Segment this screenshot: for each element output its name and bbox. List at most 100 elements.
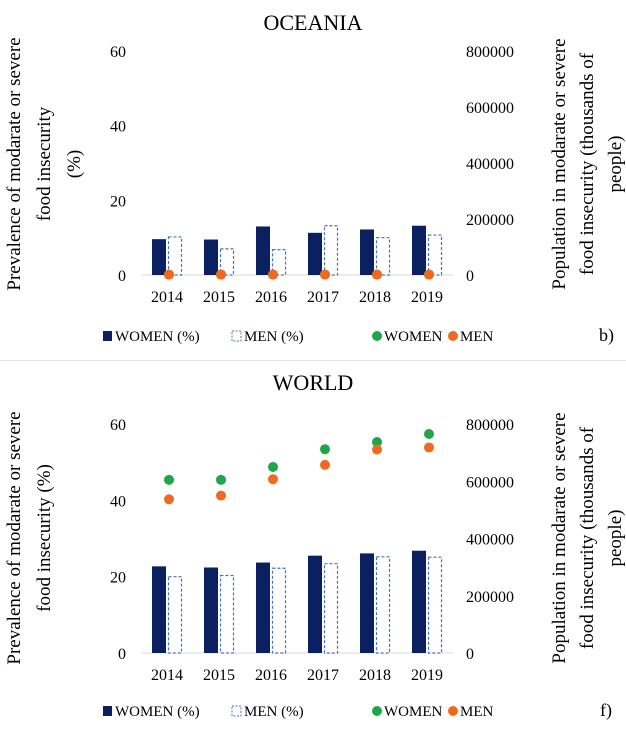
y2-axis-title: food insecurity (thousands of — [577, 52, 598, 275]
y-axis-title: Prevalence of modarate or severe — [4, 37, 25, 290]
x-tick-label: 2018 — [359, 289, 391, 306]
x-tick-label: 2019 — [411, 667, 443, 684]
men-pct-bar — [375, 556, 391, 654]
y2-axis-title: Population in modarate or severe — [549, 412, 570, 663]
y2-tick-label: 400000 — [466, 156, 514, 173]
legend-swatch-men — [448, 331, 458, 341]
world-chart: WORLD 0 20 40 60 0 200000 400000 600000 800000 201… — [4, 370, 626, 721]
oceania-chart-panel: OCEANIA 0 20 40 60 0 200000 400000 600000 800000 2… — [0, 0, 626, 360]
x-tick-label: 2016 — [255, 289, 287, 306]
y-tick-label: 20 — [110, 570, 126, 587]
legend-label: MEN (%) — [244, 329, 304, 345]
women-population-dot — [424, 429, 434, 440]
y2-axis-title: people) — [605, 136, 626, 193]
y2-tick-label: 0 — [466, 646, 474, 663]
men-pct-bar — [271, 567, 287, 654]
oceania-chart: OCEANIA 0 20 40 60 0 200000 400000 600000 800000 2… — [4, 10, 626, 346]
legend-label: WOMEN (%) — [115, 704, 200, 720]
legend-label: MEN (%) — [244, 704, 304, 720]
women-pct-bar — [204, 239, 218, 275]
x-tick-label: 2016 — [255, 667, 287, 684]
women-population-dot — [372, 437, 382, 448]
y-axis-title: food insecurity (%) — [34, 464, 55, 612]
legend-label: WOMEN (%) — [115, 329, 200, 345]
x-tick-label: 2015 — [203, 667, 235, 684]
women-population-dot — [268, 461, 278, 472]
y-axis-title: (%) — [64, 150, 85, 178]
men-population-dot — [320, 459, 330, 470]
legend-label: MEN — [460, 704, 494, 720]
men-population-dot — [164, 494, 174, 505]
x-tick-label: 2017 — [307, 289, 339, 306]
y2-tick-label: 600000 — [466, 100, 514, 117]
y2-tick-label: 200000 — [466, 212, 514, 229]
men-population-dot — [424, 442, 434, 453]
y-tick-label: 0 — [118, 646, 126, 663]
x-tick-label: 2019 — [411, 289, 443, 306]
women-pct-bar — [308, 555, 322, 653]
women-pct-bar — [360, 229, 374, 275]
y-axis-title: Prevalence of modarate or severe — [4, 411, 25, 664]
y2-axis-title: Population in modarate or severe — [549, 38, 570, 289]
y2-tick-label: 0 — [466, 268, 474, 285]
panel-divider — [0, 360, 626, 361]
legend-swatch-women — [372, 706, 382, 716]
men-population-dot — [216, 269, 226, 280]
world-chart-panel: WORLD 0 20 40 60 0 200000 400000 600000 800000 201… — [0, 362, 626, 726]
legend-label: MEN — [460, 329, 494, 345]
panel-label: f) — [600, 700, 612, 721]
men-population-dot — [268, 474, 278, 485]
men-population-dot — [372, 269, 382, 280]
y-tick-label: 40 — [110, 493, 126, 510]
x-tick-label: 2015 — [203, 289, 235, 306]
women-pct-bar — [256, 562, 270, 653]
legend-label: WOMEN — [384, 704, 442, 720]
y-tick-label: 0 — [118, 268, 126, 285]
women-pct-bar — [360, 553, 374, 653]
y2-tick-label: 400000 — [466, 532, 514, 549]
world-chart-title: WORLD — [273, 370, 354, 395]
men-pct-bar — [375, 237, 391, 276]
legend-swatch-men-pct — [231, 330, 242, 342]
x-tick-label: 2014 — [151, 667, 183, 684]
y2-axis-title: food insecurity (thousands of — [577, 426, 598, 649]
legend-swatch-women — [372, 331, 382, 341]
women-population-dot — [164, 474, 174, 485]
y2-tick-label: 600000 — [466, 474, 514, 491]
legend-swatch-women-pct — [103, 331, 112, 341]
y-tick-label: 60 — [110, 417, 126, 434]
y-tick-label: 40 — [110, 119, 126, 136]
oceania-chart-title: OCEANIA — [264, 10, 363, 35]
men-population-dot — [268, 269, 278, 280]
y2-axis-title: people) — [605, 510, 626, 567]
men-population-dot — [216, 490, 226, 501]
women-pct-bar — [412, 550, 426, 653]
men-population-dot — [372, 444, 382, 455]
women-pct-bar — [308, 232, 322, 275]
legend-swatch-men-pct — [231, 705, 242, 717]
men-pct-bar — [323, 563, 339, 654]
men-pct-bar — [219, 248, 235, 276]
legend-swatch-women-pct — [103, 706, 112, 716]
men-population-dot — [424, 269, 434, 280]
y2-tick-label: 200000 — [466, 589, 514, 606]
men-pct-bar — [323, 225, 339, 276]
women-pct-bar — [204, 567, 218, 653]
legend-swatch-men — [448, 706, 458, 716]
men-pct-bar — [167, 576, 183, 654]
women-pct-bar — [412, 225, 426, 275]
x-tick-label: 2017 — [307, 667, 339, 684]
y-tick-label: 60 — [110, 44, 126, 61]
y2-tick-label: 800000 — [466, 417, 514, 434]
x-tick-label: 2014 — [151, 289, 183, 306]
y-tick-label: 20 — [110, 193, 126, 210]
men-population-dot — [320, 269, 330, 280]
x-tick-label: 2018 — [359, 667, 391, 684]
y-axis-title: food insecurity — [34, 106, 55, 221]
women-population-dot — [320, 444, 330, 455]
women-pct-bar — [152, 566, 166, 653]
men-pct-bar — [427, 556, 443, 654]
men-pct-bar — [167, 236, 183, 276]
y2-tick-label: 800000 — [466, 44, 514, 61]
men-population-dot — [164, 269, 174, 280]
